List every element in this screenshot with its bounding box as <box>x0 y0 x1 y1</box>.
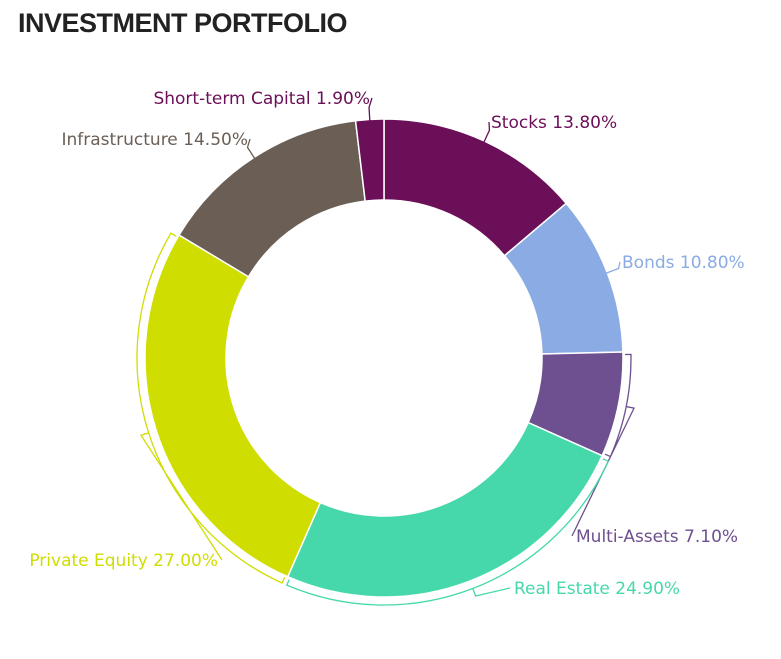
leader-infrastructure <box>246 138 256 160</box>
leader-stocks <box>482 121 491 144</box>
slice-real-estate[interactable] <box>286 421 604 598</box>
label-bonds: Bonds 10.80% <box>622 253 745 273</box>
leader-short-term-capital <box>368 97 373 122</box>
leader-bonds <box>605 261 621 275</box>
slice-short-term-capital[interactable] <box>354 118 385 202</box>
label-private-equity: Private Equity 27.00% <box>29 551 218 571</box>
chart-title: INVESTMENT PORTFOLIO <box>18 8 348 38</box>
slice-private-equity[interactable] <box>144 234 322 578</box>
leader-private-equity <box>136 232 286 584</box>
leader-multi-assets <box>571 353 635 537</box>
label-infrastructure: Infrastructure 14.50% <box>61 130 248 150</box>
leader-real-estate <box>286 458 610 606</box>
label-multi-assets: Multi-Assets 7.10% <box>576 527 738 547</box>
label-stocks: Stocks 13.80% <box>491 113 617 133</box>
label-short-term-capital: Short-term Capital 1.90% <box>153 89 370 109</box>
label-real-estate: Real Estate 24.90% <box>514 579 680 599</box>
